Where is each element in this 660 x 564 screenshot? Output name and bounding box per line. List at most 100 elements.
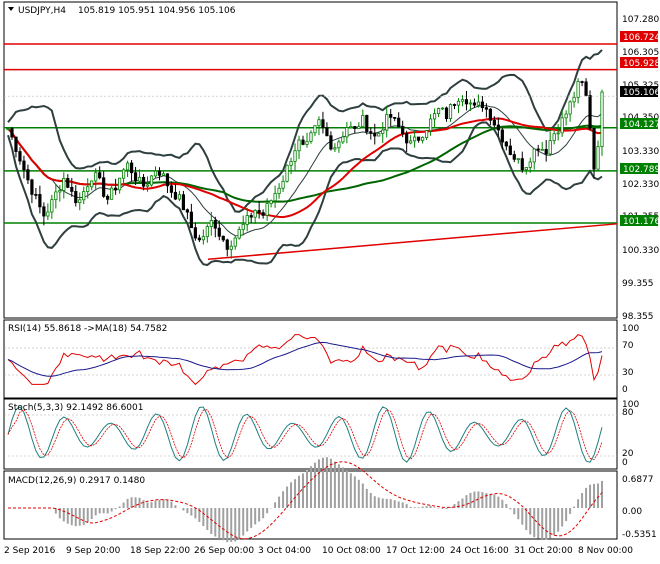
candle-body	[122, 169, 126, 179]
price-tick: 106.305	[622, 48, 659, 58]
candle-body	[277, 187, 281, 194]
stoch-main-line	[7, 406, 603, 463]
macd-axis-tick: 0.6877	[622, 475, 654, 485]
candle-body	[361, 115, 365, 127]
level-tag-101176: 101.176	[623, 217, 660, 227]
candle-body	[472, 102, 477, 106]
candle-body	[30, 179, 34, 195]
candle-body	[209, 220, 213, 227]
bollinger-middle	[7, 105, 603, 237]
level-tag-104127: 104.127	[623, 120, 660, 130]
candle-body	[476, 101, 481, 106]
collapse-triangle-icon[interactable]	[8, 7, 14, 11]
time-tick: 2 Sep 2016	[4, 546, 56, 556]
candle-body	[349, 126, 353, 129]
time-tick: 24 Oct 16:00	[450, 546, 509, 556]
rsi-axis-tick: 30	[622, 368, 634, 378]
candle-body	[78, 199, 82, 204]
time-tick: 26 Sep 00:00	[194, 546, 254, 556]
candle-body	[165, 173, 170, 187]
candle-body	[205, 226, 209, 238]
candle-body	[377, 133, 381, 137]
candle-body	[580, 81, 584, 83]
rsi-axis-tick: 70	[622, 341, 634, 351]
candle-body	[460, 99, 465, 102]
price-tick: 107.280	[622, 15, 659, 25]
candle-body	[46, 211, 50, 217]
candle-body	[133, 172, 138, 182]
candle-body	[576, 81, 580, 98]
candle-body	[436, 108, 441, 114]
price-tick: 98.355	[622, 312, 654, 322]
candle-body	[193, 227, 197, 239]
candle-body	[544, 148, 548, 155]
candle-body	[6, 128, 10, 131]
candle-body	[484, 107, 488, 110]
tag-bg	[620, 118, 658, 129]
candle-body	[365, 115, 369, 133]
candle-body	[86, 186, 90, 192]
candle-body	[357, 126, 361, 129]
candle-body	[169, 185, 174, 193]
time-tick: 18 Sep 22:00	[130, 546, 190, 556]
candle-body	[432, 113, 437, 120]
candle-body	[18, 151, 22, 162]
candle-body	[464, 99, 469, 105]
candle-body	[70, 186, 74, 192]
macd-axis-tick: 0.00	[622, 507, 642, 517]
candle-body	[42, 206, 46, 217]
candle-body	[22, 160, 26, 171]
candle-body	[237, 229, 241, 239]
ohlc-label: 105.819 105.951 104.956 105.106	[78, 6, 236, 16]
ma-red	[7, 117, 603, 219]
candle-body	[496, 124, 500, 131]
candle-body	[588, 95, 592, 129]
candle-body	[568, 101, 572, 115]
candle-body	[305, 140, 309, 145]
candle-body	[516, 158, 520, 161]
rsi-axis-tick: 0	[622, 385, 628, 395]
candle-body	[10, 128, 14, 138]
candle-body	[381, 129, 385, 134]
candle-body	[524, 167, 528, 171]
candle-body	[313, 125, 317, 134]
candle-body	[440, 107, 445, 110]
candle-body	[468, 102, 473, 105]
rsi-ma-line	[7, 341, 603, 377]
candle-body	[58, 190, 62, 193]
candle-body	[409, 140, 413, 144]
candle-body	[74, 191, 78, 204]
price-tick: 102.330	[622, 180, 659, 190]
candle-body	[141, 176, 146, 187]
current-price-tag: 105.106	[623, 88, 660, 98]
candle-body	[317, 119, 321, 127]
candle-body	[102, 177, 106, 197]
rsi-axis-tick: 100	[622, 324, 639, 334]
candle-body	[217, 227, 221, 237]
candle-body	[520, 158, 524, 171]
candle-body	[456, 100, 461, 106]
candle-body	[106, 195, 110, 200]
candle-body	[273, 193, 277, 202]
candle-body	[600, 91, 604, 148]
time-axis: 2 Sep 2016 9 Sep 20:00 18 Sep 22:00 26 S…	[4, 546, 633, 556]
candle-body	[149, 175, 154, 186]
rsi-line	[7, 334, 603, 386]
candle-body	[281, 180, 285, 189]
candle-body	[385, 114, 389, 131]
time-tick: 10 Oct 08:00	[322, 546, 381, 556]
candle-body	[488, 108, 492, 121]
time-tick: 17 Oct 12:00	[386, 546, 445, 556]
candle-body	[253, 210, 257, 218]
candle-body	[584, 81, 588, 96]
stoch-panel	[3, 398, 618, 470]
candle-body	[492, 119, 496, 126]
candle-body	[185, 209, 189, 213]
candle-body	[596, 146, 600, 170]
candle-body	[592, 127, 596, 170]
candle-body	[181, 194, 186, 211]
candle-body	[321, 119, 325, 128]
candle-body	[197, 237, 201, 241]
candle-body	[161, 173, 166, 176]
